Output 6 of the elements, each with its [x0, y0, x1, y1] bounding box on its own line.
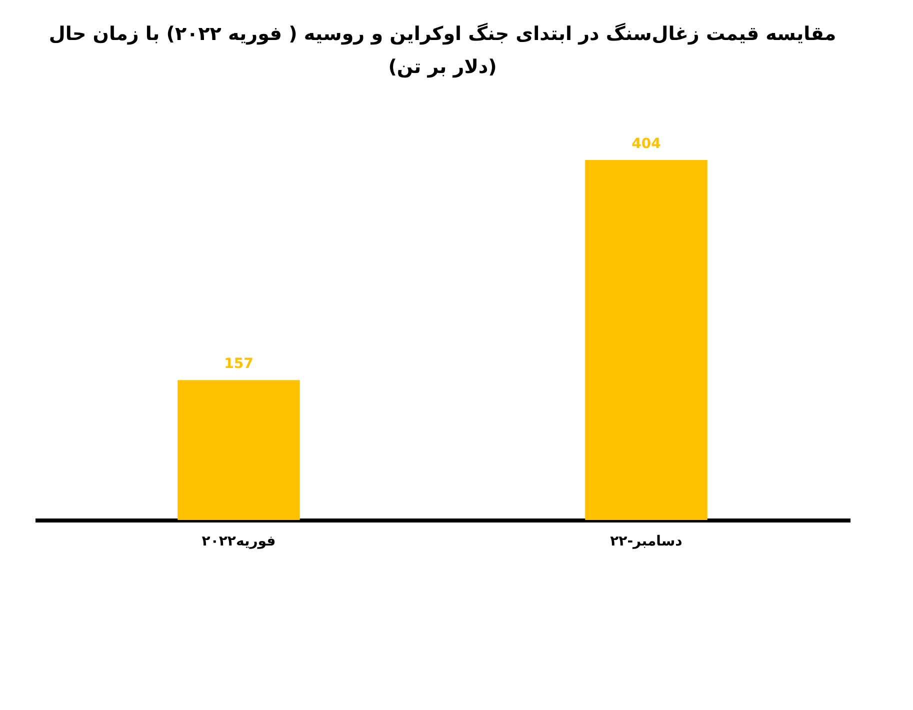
chart-title: مقایسه قیمت زغال‌سنگ در ابتدای جنگ اوکراین و روسیه ( فوریه ۲۰۲۲) با زمان حال	[48, 22, 836, 45]
x-tick-label: دسامبر-۲۲	[610, 534, 682, 550]
data-label: 404	[632, 136, 662, 152]
chart-subtitle: (دلار بر تن)	[388, 56, 497, 78]
x-tick-label: فوریه۲۰۲۲	[202, 534, 276, 550]
data-label: 157	[224, 356, 254, 372]
